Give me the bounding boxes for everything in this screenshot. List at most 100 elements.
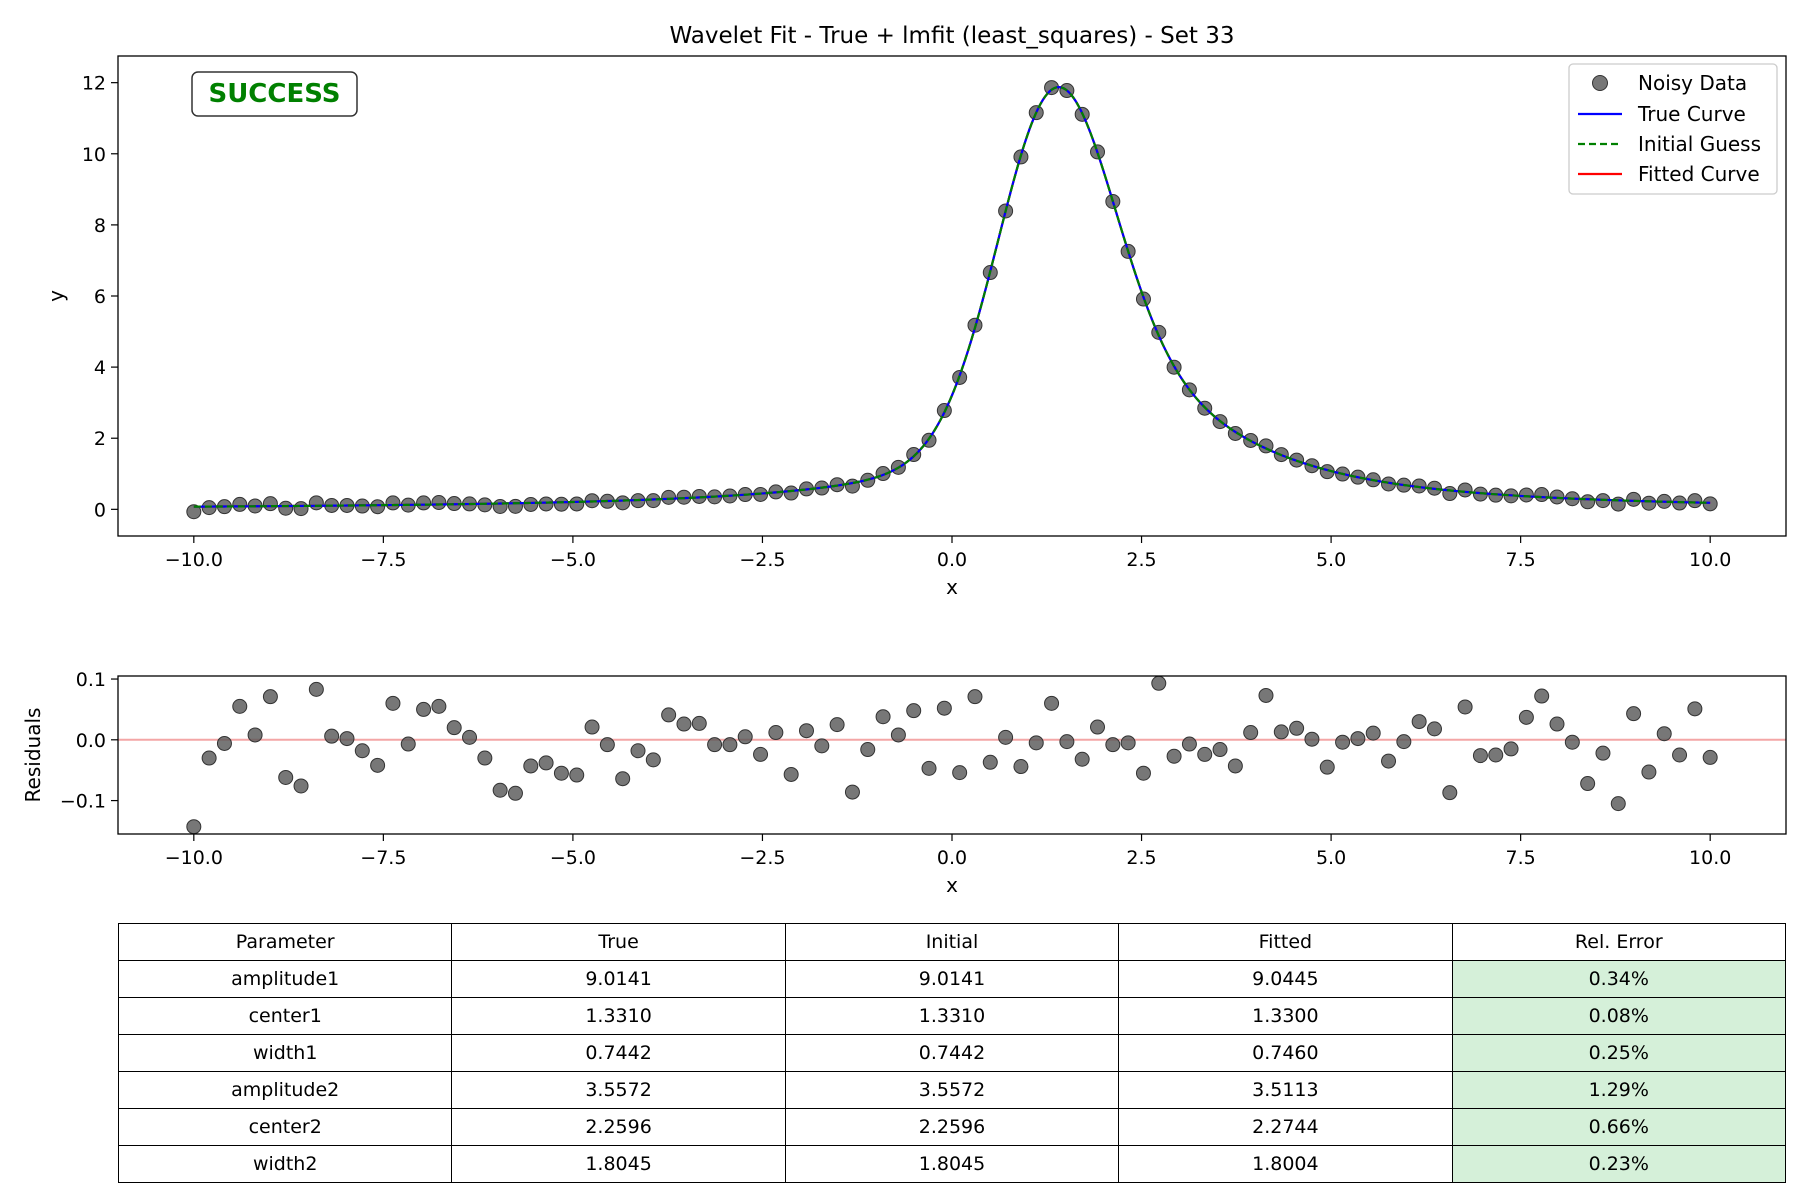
main-x-tick-label: 7.5: [1506, 549, 1536, 571]
residual-point: [1319, 759, 1335, 775]
residual-point: [523, 758, 539, 774]
table-cell-initial: 9.0141: [784, 960, 1120, 998]
main-y-axis-label: y: [44, 290, 68, 302]
table-row: width1 0.7442 0.7442 0.7460 0.25%: [117, 1034, 1787, 1072]
success-badge: SUCCESS: [191, 71, 358, 117]
noisy-data-point: [1641, 495, 1657, 511]
table-cell-fitted: 9.0445: [1118, 960, 1453, 998]
residuals-x-tick-label: 7.5: [1506, 847, 1536, 869]
table-cell-parameter: center2: [117, 1108, 453, 1146]
main-curves: [193, 86, 1711, 508]
residual-point: [584, 719, 600, 735]
main-y-tick-label: 12: [82, 73, 106, 95]
noisy-data-point: [538, 496, 554, 512]
residual-point: [1227, 758, 1243, 774]
residual-point: [737, 729, 753, 745]
table-cell-rel-error: 0.25%: [1451, 1034, 1787, 1072]
residual-point: [247, 727, 263, 743]
table-cell-rel-error: 0.08%: [1451, 997, 1787, 1035]
residual-point: [1028, 735, 1044, 751]
residual-point: [232, 698, 248, 714]
residual-point: [324, 728, 340, 744]
noisy-data-point: [1687, 493, 1703, 509]
noisy-data-point: [262, 496, 278, 512]
residuals-x-ticks: −10.0 −7.5 −5.0 −2.5 0.0 2.5 5.0 7.5 10.0: [165, 834, 1731, 869]
residual-points: [186, 675, 1718, 835]
table-cell-true: 1.8045: [451, 1145, 786, 1183]
main-x-tick-label: 5.0: [1316, 549, 1346, 571]
table-cell-initial: 1.3310: [784, 997, 1120, 1035]
noisy-data-point: [1702, 496, 1718, 512]
table-cell-fitted: 3.5113: [1118, 1071, 1453, 1109]
residual-point: [308, 681, 324, 697]
residual-point: [446, 720, 462, 736]
residual-point: [768, 725, 784, 741]
residual-point: [1564, 734, 1580, 750]
chart-title: Wavelet Fit - True + lmfit (least_square…: [670, 23, 1235, 49]
noisy-data-point: [370, 499, 386, 515]
fitted-curve-line: [193, 86, 1711, 508]
table-cell-rel-error: 0.23%: [1451, 1145, 1787, 1183]
residual-point: [385, 695, 401, 711]
main-x-tick-label: −5.0: [550, 549, 596, 571]
noisy-data-point: [553, 496, 569, 512]
table-cell-initial: 0.7442: [784, 1034, 1120, 1072]
initial-guess-line: [193, 86, 1711, 508]
noisy-data-point: [431, 495, 447, 511]
main-y-tick-label: 4: [94, 357, 106, 379]
noisy-data-point: [523, 496, 539, 512]
residual-point: [1457, 699, 1473, 715]
residual-point: [1090, 719, 1106, 735]
residuals-x-tick-label: −10.0: [165, 847, 223, 869]
residual-point: [906, 703, 922, 719]
residual-point: [936, 700, 952, 716]
residual-point: [722, 737, 738, 753]
noisy-data-point: [416, 495, 432, 511]
residual-point: [1641, 764, 1657, 780]
table-row: center2 2.2596 2.2596 2.2744 0.66%: [117, 1108, 1787, 1146]
legend-frame: [1568, 63, 1778, 195]
main-x-ticks: −10.0 −7.5 −5.0 −2.5 0.0 2.5 5.0 7.5 10.0: [165, 536, 1731, 571]
residual-point: [676, 716, 692, 732]
legend-label-noisy-data: Noisy Data: [1638, 71, 1747, 95]
residual-point: [599, 737, 615, 753]
residual-point: [462, 729, 478, 745]
main-x-axis-label: x: [946, 575, 958, 599]
table-header-cell: Parameter: [117, 923, 453, 961]
residual-point: [1258, 687, 1274, 703]
table-header-row: Parameter True Initial Fitted Rel. Error: [117, 923, 1787, 961]
residual-point: [1074, 751, 1090, 767]
main-x-tick-label: −2.5: [739, 549, 785, 571]
residual-point: [1120, 735, 1136, 751]
residuals-x-tick-label: 5.0: [1316, 847, 1346, 869]
residual-point: [1411, 714, 1427, 730]
noisy-data-point: [1626, 491, 1642, 507]
residual-point: [1518, 709, 1534, 725]
residual-point: [982, 754, 998, 770]
residual-point: [1549, 716, 1565, 732]
noisy-data-point: [232, 496, 248, 512]
table-cell-true: 2.2596: [451, 1108, 786, 1146]
true-curve-line: [193, 86, 1711, 508]
residuals-y-ticks: −0.1 0.0 0.1: [60, 669, 118, 813]
residual-point: [216, 735, 232, 751]
residual-point: [354, 743, 370, 759]
residual-point: [1610, 796, 1626, 812]
residuals-x-tick-label: −5.0: [550, 847, 596, 869]
table-cell-rel-error: 0.34%: [1451, 960, 1787, 998]
table-cell-initial: 1.8045: [784, 1145, 1120, 1183]
residual-point: [1166, 748, 1182, 764]
residual-point: [1488, 747, 1504, 763]
residual-point: [1304, 731, 1320, 747]
residual-point: [1335, 734, 1351, 750]
residual-point: [1672, 747, 1688, 763]
residual-point: [1503, 741, 1519, 757]
residual-point: [186, 819, 202, 835]
residual-point: [967, 689, 983, 705]
residual-point: [1273, 724, 1289, 740]
residuals-x-tick-label: 10.0: [1689, 847, 1731, 869]
main-y-tick-label: 2: [94, 428, 106, 450]
table-row: center1 1.3310 1.3310 1.3300 0.08%: [117, 997, 1787, 1035]
residual-point: [1289, 720, 1305, 736]
residual-point: [630, 743, 646, 759]
